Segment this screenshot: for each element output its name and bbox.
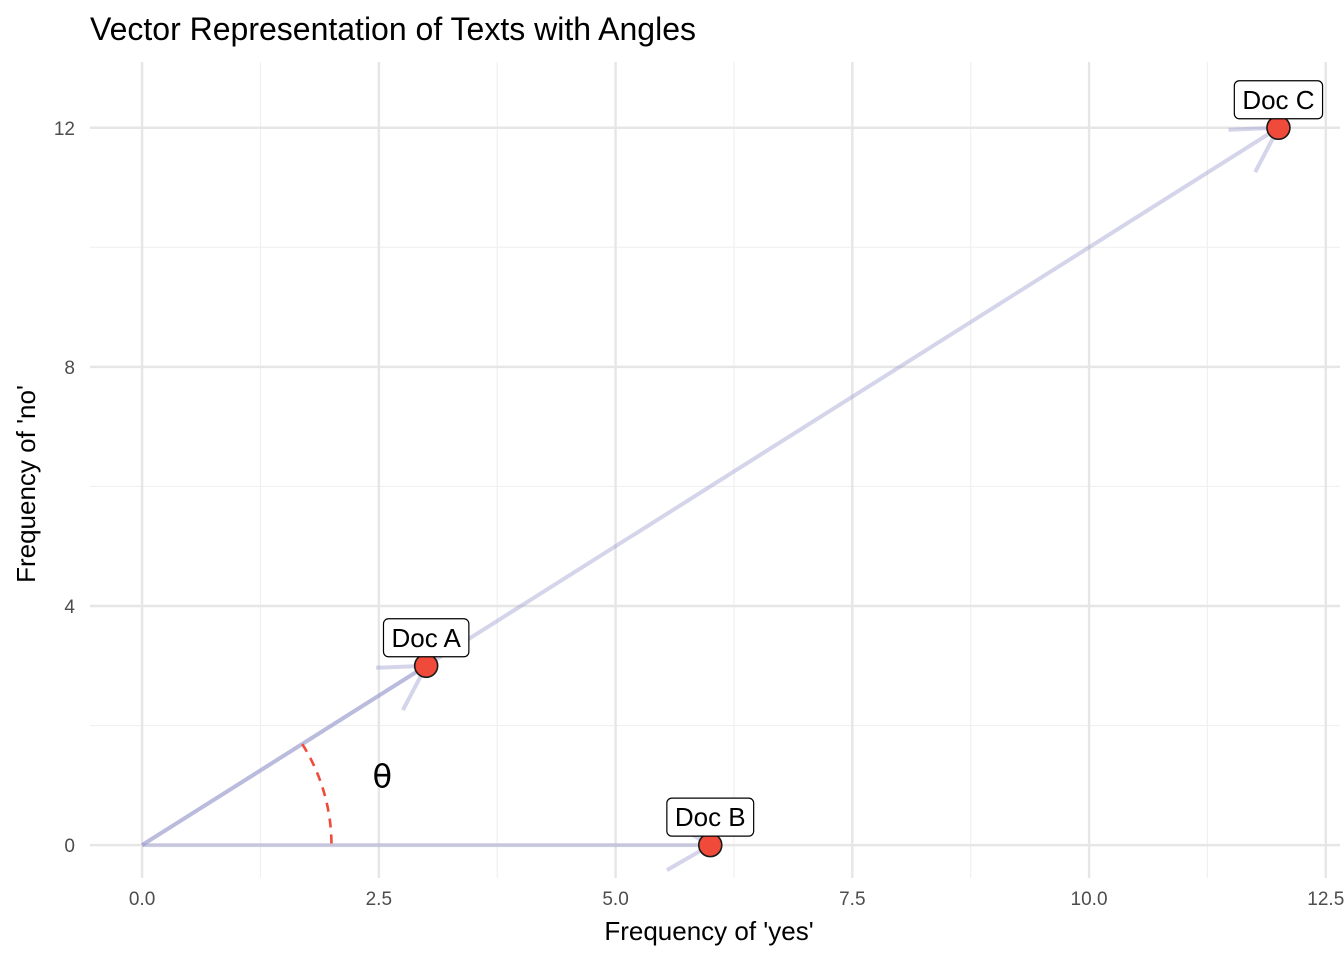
vector-doc-a xyxy=(141,664,428,847)
x-tick-label: 12.5 xyxy=(1307,889,1344,910)
vectors xyxy=(141,125,1282,872)
y-tick-label: 12 xyxy=(54,119,75,140)
x-tick-label: 2.5 xyxy=(366,889,392,910)
angle-arc xyxy=(301,743,333,846)
y-tick-label: 8 xyxy=(64,358,75,379)
label-box xyxy=(1233,80,1324,120)
label-text: Doc B xyxy=(675,802,746,832)
label-doc-b: Doc B xyxy=(666,797,755,837)
point-labels: Doc A Doc B Doc C xyxy=(382,80,1324,837)
x-tick-label: 5.0 xyxy=(602,889,628,910)
vector-doc-c xyxy=(141,126,1280,847)
chart-title: Vector Representation of Texts with Angl… xyxy=(90,11,696,47)
y-tick-label: 4 xyxy=(64,597,75,618)
x-axis-label: Frequency of 'yes' xyxy=(604,916,813,946)
x-tick-label: 0.0 xyxy=(129,889,155,910)
point-doc-b xyxy=(697,832,723,858)
label-text: Doc C xyxy=(1242,85,1314,115)
y-tick-label: 0 xyxy=(64,836,75,857)
label-text: Doc A xyxy=(391,623,461,653)
label-doc-a: Doc A xyxy=(382,618,470,658)
data-points xyxy=(413,115,1291,858)
grid xyxy=(90,62,1340,878)
label-box xyxy=(666,797,755,837)
point-doc-c xyxy=(1266,115,1291,141)
angle-annotation: θ xyxy=(301,743,392,846)
x-tick-label: 7.5 xyxy=(839,889,865,910)
label-doc-c: Doc C xyxy=(1233,80,1324,120)
point-doc-a xyxy=(413,653,439,679)
angle-label: θ xyxy=(372,758,392,796)
tick-labels: 0.0 2.5 5.0 7.5 10.0 12.5 0 4 8 12 xyxy=(54,119,1344,910)
label-box xyxy=(382,618,470,658)
y-axis-label: Frequency of 'no' xyxy=(11,385,41,583)
x-tick-label: 10.0 xyxy=(1071,889,1108,910)
